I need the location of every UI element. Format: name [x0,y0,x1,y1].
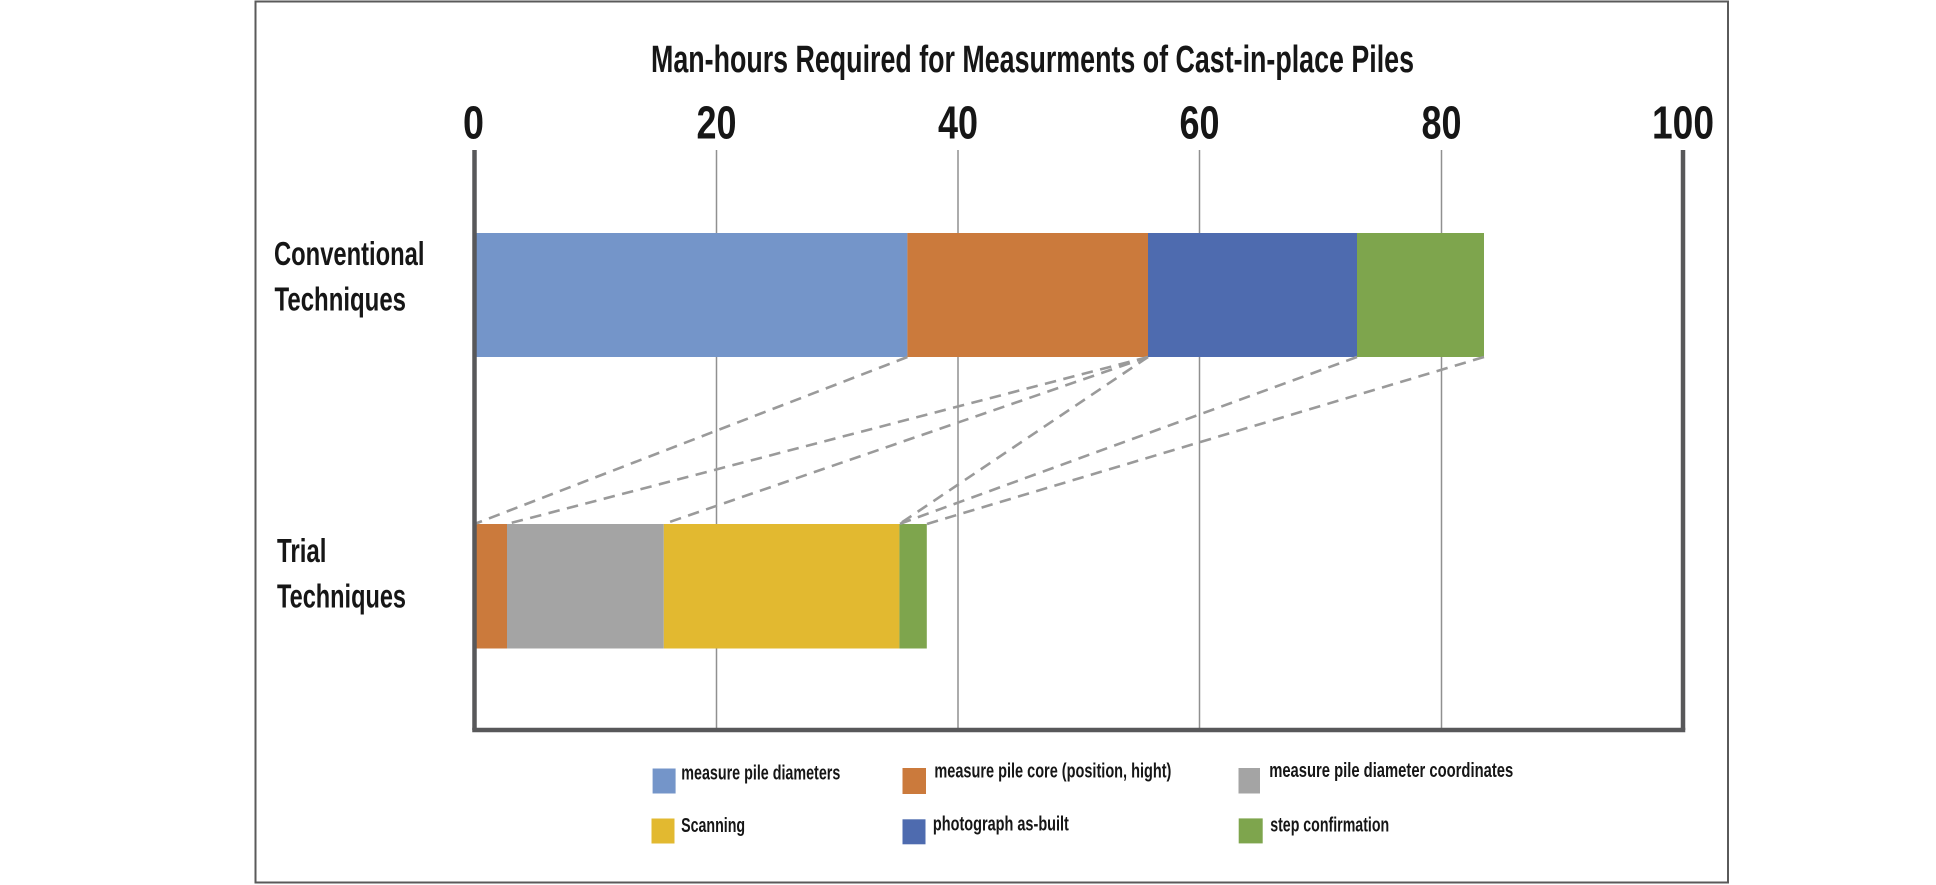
svg-text:40: 40 [938,97,978,149]
svg-text:Trial: Trial [277,532,327,569]
svg-text:80: 80 [1422,97,1462,149]
svg-text:measure pile diameter coordina: measure pile diameter coordinates [1269,760,1513,782]
svg-text:60: 60 [1180,97,1220,149]
svg-text:0: 0 [463,97,484,149]
svg-text:Man-hours Required for Measurm: Man-hours Required for Measurments of Ca… [651,39,1414,81]
svg-text:measure pile core (position, h: measure pile core (position, hight) [934,761,1171,783]
svg-text:photograph as-built: photograph as-built [933,814,1069,836]
svg-text:measure pile diameters: measure pile diameters [681,763,840,785]
svg-text:Conventional: Conventional [274,235,425,272]
svg-text:20: 20 [697,97,737,149]
svg-text:100: 100 [1652,97,1714,149]
svg-text:step confirmation: step confirmation [1270,815,1389,837]
svg-text:Scanning: Scanning [681,815,745,837]
svg-text:Techniques: Techniques [277,578,406,615]
svg-text:Techniques: Techniques [275,281,407,318]
